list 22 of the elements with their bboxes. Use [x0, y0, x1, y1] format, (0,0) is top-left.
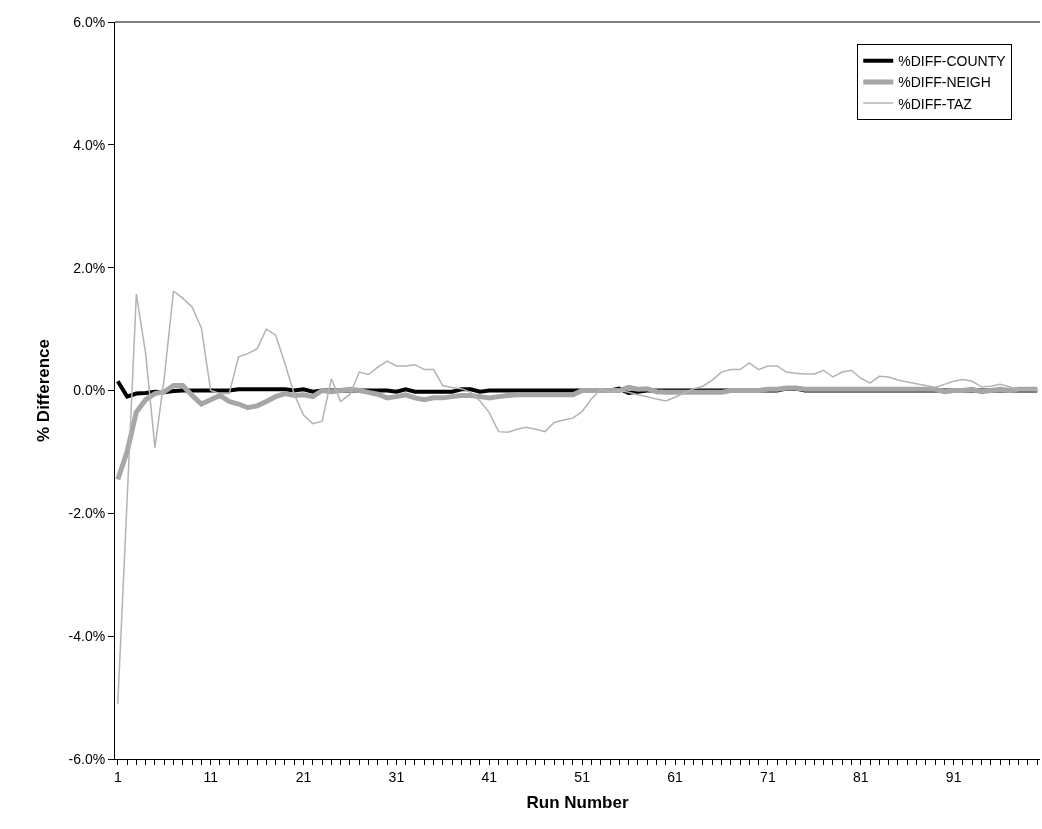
legend-label: %DIFF-COUNTY — [898, 53, 1007, 70]
y-tick-label: -4.0% — [68, 628, 106, 645]
legend-label: %DIFF-TAZ — [898, 95, 973, 112]
y-tick-label: 4.0% — [73, 136, 106, 153]
x-tick-label: 61 — [667, 768, 684, 785]
x-tick-label: 51 — [574, 768, 591, 785]
x-tick-label: 41 — [481, 768, 498, 785]
x-tick-label: 11 — [203, 768, 219, 785]
y-axis-title: % Difference — [34, 339, 54, 442]
y-tick-label: 2.0% — [73, 259, 106, 276]
x-tick-label: 1 — [113, 768, 122, 785]
y-tick-label: -6.0% — [68, 750, 106, 767]
x-axis-title: Run Number — [526, 793, 629, 813]
y-tick-label: 0.0% — [73, 382, 106, 399]
x-tick-label: 91 — [945, 768, 962, 785]
y-tick-label: -2.0% — [68, 505, 106, 522]
y-tick-label: 6.0% — [73, 13, 106, 30]
x-tick-label: 81 — [852, 768, 869, 785]
legend-label: %DIFF-NEIGH — [898, 74, 991, 91]
x-tick-label: 31 — [388, 768, 405, 785]
x-tick-label: 71 — [760, 768, 776, 785]
x-tick-label: 21 — [295, 768, 312, 785]
